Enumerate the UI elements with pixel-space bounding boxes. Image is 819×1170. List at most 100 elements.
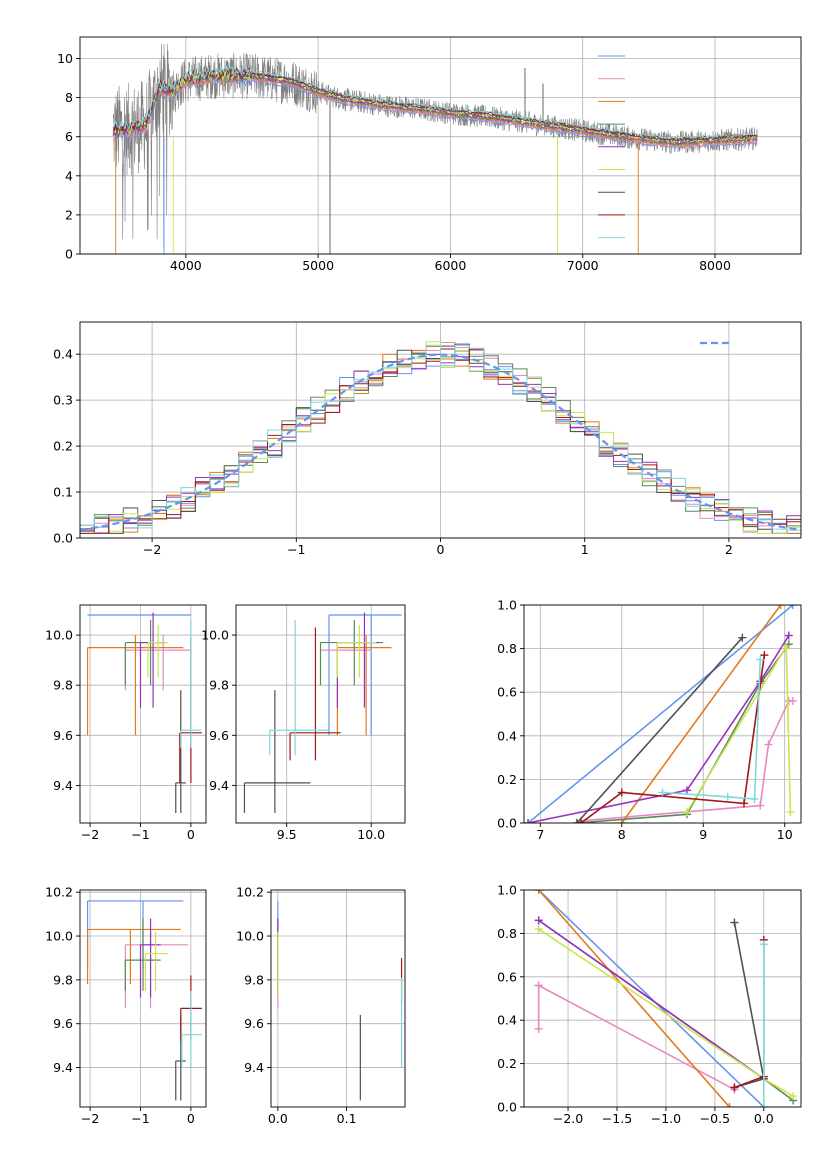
plus-marker bbox=[782, 642, 791, 651]
mass-weight-line bbox=[527, 605, 794, 823]
y-tick-label: 9.8 bbox=[53, 678, 73, 693]
mass-weight-line bbox=[621, 605, 782, 823]
y-tick-label: 0.4 bbox=[497, 728, 517, 743]
y-tick-label: 1.0 bbox=[497, 598, 517, 613]
y-tick-label: 9.4 bbox=[53, 1060, 73, 1075]
errorbar-point bbox=[243, 690, 311, 813]
plus-marker bbox=[534, 925, 543, 934]
plus-marker bbox=[756, 801, 765, 810]
errorbar-point bbox=[289, 627, 341, 761]
y-tick-label: 9.4 bbox=[209, 778, 229, 793]
errorbar-point bbox=[86, 635, 184, 736]
spectrum-panel: 4000 5000 6000 7000 8000 0 2 4 6 8 10 bbox=[57, 36, 802, 273]
x-tick-label: 10.0 bbox=[357, 827, 385, 842]
errorbar-point bbox=[181, 990, 202, 1068]
plus-marker bbox=[524, 819, 533, 823]
age-vs-mass-grid bbox=[236, 605, 405, 823]
age-vs-Z-grid bbox=[80, 605, 206, 823]
residuals-plot-area bbox=[80, 341, 801, 534]
y-tick-label: 9.4 bbox=[53, 778, 73, 793]
y-tick-label: 8 bbox=[65, 90, 73, 105]
massweight-vs-age-grid bbox=[524, 604, 801, 824]
massweight-vs-Z-grid bbox=[524, 889, 801, 1108]
y-tick-label: 9.6 bbox=[209, 728, 229, 743]
plus-marker bbox=[617, 819, 626, 823]
mass-vs-EBV-frame bbox=[270, 889, 406, 1108]
y-tick-label: 9.4 bbox=[244, 1060, 264, 1075]
y-tick-label: 1.0 bbox=[497, 883, 517, 898]
errorbar-point bbox=[147, 625, 169, 678]
errorbar-point bbox=[139, 612, 164, 708]
x-tick-label: −2 bbox=[143, 542, 161, 557]
plus-marker bbox=[730, 918, 739, 927]
y-tick-label: 0.2 bbox=[497, 772, 517, 787]
age-vs-mass-panel: 9.5 10.0 9.4 9.6 9.8 10.0 bbox=[201, 604, 406, 842]
plus-marker bbox=[617, 788, 626, 797]
mass-vs-Z-grid bbox=[80, 890, 206, 1107]
age-vs-Z-plot-area bbox=[86, 612, 202, 813]
mass-vs-Z-plot-area bbox=[86, 900, 202, 1101]
errorbar-point bbox=[319, 620, 384, 686]
massweight-vs-Z-plot-area bbox=[534, 890, 798, 1107]
massweight-vs-age-panel: 7 8 9 10 0.0 0.2 0.4 0.6 0.8 1.0 bbox=[497, 598, 802, 842]
errorbar-point bbox=[269, 620, 329, 756]
residuals-panel: −2 −1 0 1 2 0.0 0.1 0.2 0.3 0.4 bbox=[53, 321, 802, 557]
y-tick-label: 9.8 bbox=[53, 972, 73, 987]
mass-weight-line bbox=[662, 659, 762, 800]
mass-weight-line bbox=[580, 654, 766, 823]
plus-marker bbox=[760, 651, 769, 660]
y-tick-label: 0.6 bbox=[497, 969, 517, 984]
model-line bbox=[112, 72, 758, 146]
errorbar-point bbox=[336, 612, 380, 708]
x-tick-label: −2.0 bbox=[553, 1111, 583, 1126]
x-tick-label: 9 bbox=[699, 827, 707, 842]
plus-marker bbox=[739, 799, 748, 808]
massweight-vs-Z-frame bbox=[523, 889, 802, 1108]
y-tick-label: 9.8 bbox=[244, 972, 264, 987]
plus-marker bbox=[759, 940, 768, 949]
plus-marker bbox=[572, 819, 581, 823]
plus-marker bbox=[534, 981, 543, 990]
y-tick-label: 10.0 bbox=[201, 628, 229, 643]
x-tick-label: 0.1 bbox=[337, 1111, 357, 1126]
y-tick-label: 0.3 bbox=[53, 393, 73, 408]
x-tick-label: 7 bbox=[536, 827, 544, 842]
x-tick-label: 0 bbox=[437, 542, 445, 557]
plus-marker bbox=[750, 795, 759, 804]
plus-marker bbox=[759, 1103, 768, 1107]
age-vs-mass-frame bbox=[235, 604, 406, 824]
mass-vs-EBV-grid bbox=[271, 890, 405, 1107]
y-tick-label: 0.0 bbox=[53, 531, 73, 546]
plus-marker bbox=[534, 916, 543, 925]
plus-marker bbox=[786, 808, 795, 817]
mass-vs-Z-panel: −2 −1 0 9.4 9.6 9.8 10.0 10.2 bbox=[45, 885, 207, 1126]
y-tick-label: 0.4 bbox=[497, 1013, 517, 1028]
y-tick-label: 9.8 bbox=[209, 678, 229, 693]
y-tick-label: 10.0 bbox=[45, 628, 73, 643]
errorbar-point bbox=[86, 928, 181, 985]
plus-marker bbox=[682, 786, 691, 795]
y-tick-label: 10.2 bbox=[236, 885, 264, 900]
y-tick-label: 9.6 bbox=[244, 1016, 264, 1031]
legend bbox=[598, 55, 625, 239]
x-tick-label: 8 bbox=[618, 827, 626, 842]
plus-marker bbox=[764, 740, 773, 749]
y-tick-label: 0.4 bbox=[53, 347, 73, 362]
mass-vs-Z-frame bbox=[79, 889, 207, 1108]
y-tick-label: 0.0 bbox=[497, 1100, 517, 1115]
y-tick-label: 2 bbox=[65, 207, 73, 222]
plus-marker bbox=[776, 605, 785, 609]
plus-marker bbox=[756, 655, 765, 664]
x-tick-label: 0 bbox=[187, 1111, 195, 1126]
errorbar-point bbox=[124, 620, 166, 686]
plus-marker bbox=[534, 890, 543, 894]
mass-weight-line bbox=[538, 890, 765, 1107]
x-tick-label: 7000 bbox=[567, 258, 599, 273]
x-tick-label: −1.5 bbox=[602, 1111, 632, 1126]
mass-weight-line bbox=[538, 890, 731, 1107]
y-tick-label: 0.8 bbox=[497, 926, 517, 941]
spectrum-frame bbox=[79, 36, 802, 255]
x-tick-label: −2 bbox=[81, 827, 99, 842]
spectrum-plot-area bbox=[112, 43, 758, 254]
errorbar-point bbox=[124, 918, 161, 991]
